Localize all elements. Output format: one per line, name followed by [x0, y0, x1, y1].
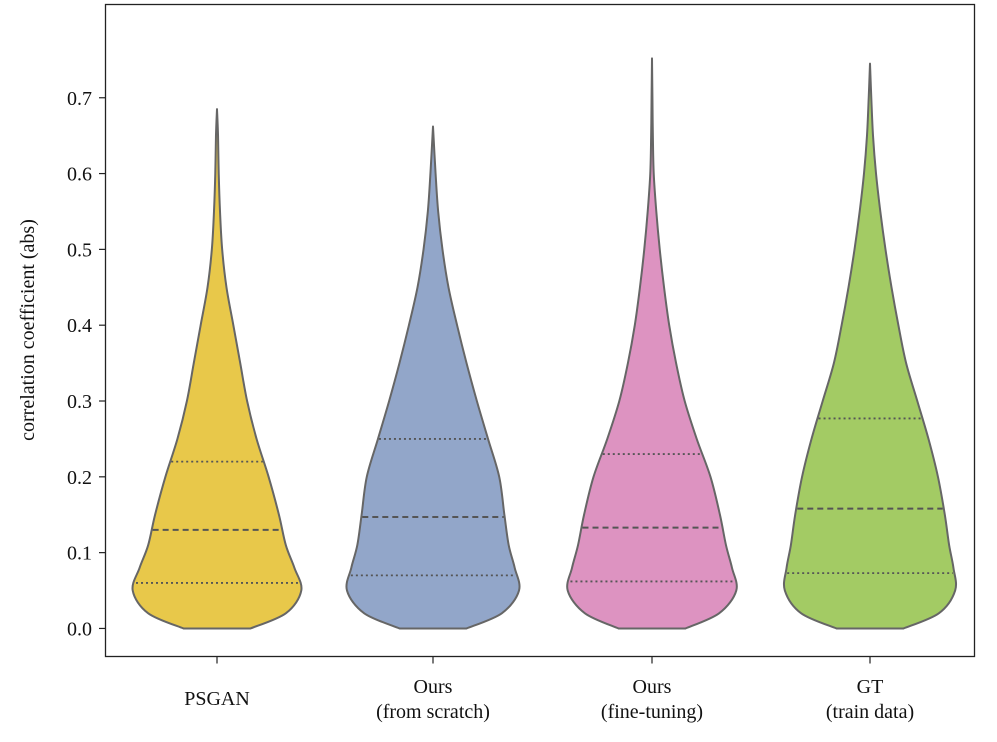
- violin-1: [345, 125, 521, 630]
- x-category-label: (fine-tuning): [601, 701, 703, 723]
- y-axis-label: correlation coefficient (abs): [17, 219, 39, 441]
- x-category-label: GT: [857, 676, 884, 698]
- y-tick-label: 0.4: [67, 315, 92, 337]
- violin-2: [566, 57, 738, 630]
- x-category-label: Ours: [414, 676, 453, 698]
- violin-0: [131, 108, 303, 630]
- y-tick-label: 0.3: [67, 391, 92, 413]
- x-category-label: PSGAN: [184, 688, 250, 710]
- y-tick-label: 0.2: [67, 467, 92, 489]
- plot-frame: [104, 3, 976, 658]
- violin-body: [566, 57, 738, 630]
- violin-3: [782, 62, 958, 630]
- violin-body: [782, 62, 958, 630]
- y-tick-label: 0.6: [67, 164, 92, 186]
- y-tick-label: 0.5: [67, 239, 92, 261]
- x-category-label: (train data): [826, 701, 914, 723]
- y-axis: 0.0 0.1 0.2 0.3 0.4 0.5 0.6 0.7: [67, 88, 106, 640]
- violin-body: [345, 125, 521, 630]
- y-tick-label: 0.1: [67, 543, 92, 565]
- x-category-label: (from scratch): [376, 701, 490, 723]
- y-tick-label: 0.7: [67, 88, 92, 110]
- violin-body: [131, 108, 303, 630]
- x-axis: PSGAN Ours (from scratch) Ours (fine-tuning)…: [184, 656, 914, 723]
- x-category-label: Ours: [633, 676, 672, 698]
- y-tick-label: 0.0: [67, 618, 92, 640]
- violins: [131, 57, 958, 630]
